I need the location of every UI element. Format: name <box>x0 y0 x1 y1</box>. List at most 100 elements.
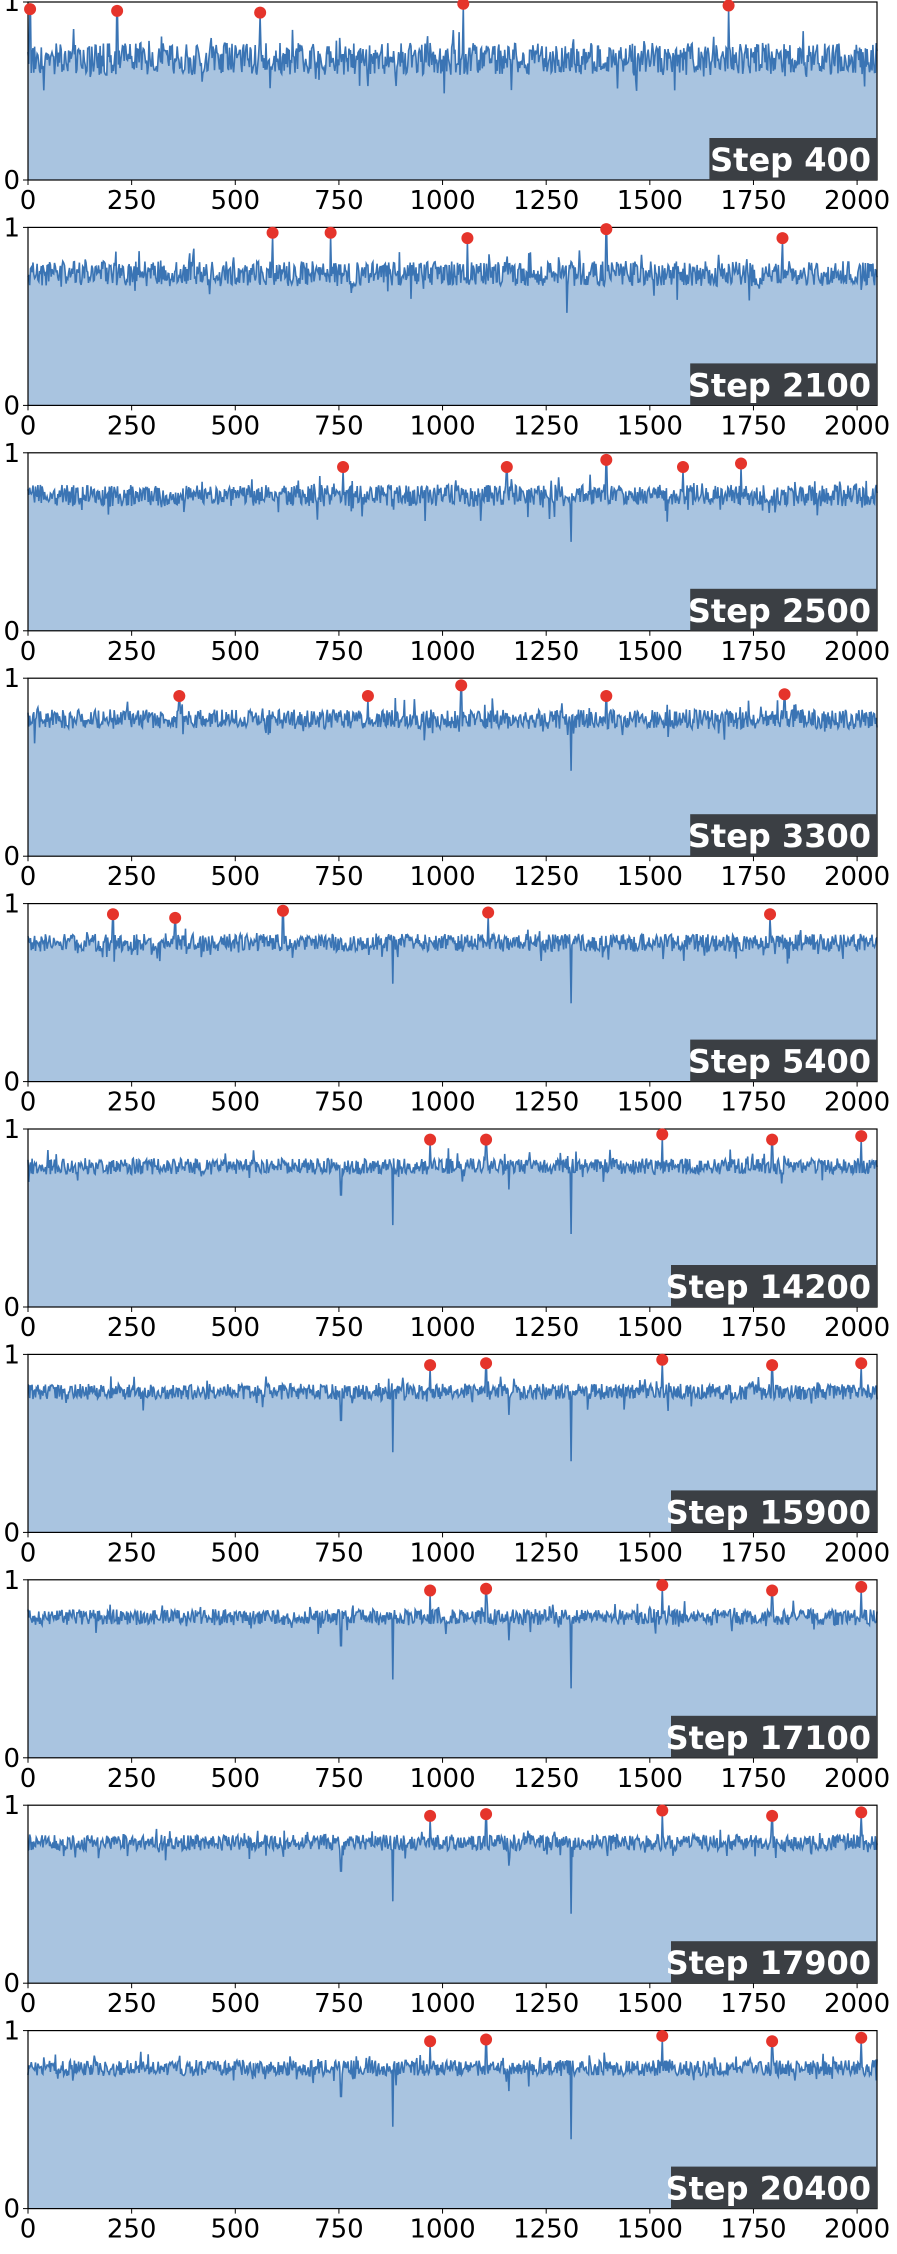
x-tick-label: 1500 <box>617 862 683 892</box>
peak-marker-2 <box>480 1582 493 1595</box>
peak-marker-1 <box>24 3 37 16</box>
x-tick-label: 1250 <box>513 637 579 667</box>
peak-marker-4 <box>482 906 495 919</box>
panel-4: 0 250 500 750 1000 1250 1500 1750 2000 0 1 Step 330… <box>3 664 890 892</box>
step-label-badge <box>671 1265 877 1307</box>
peak-marker-5 <box>764 908 777 921</box>
y-tick-label: 1 <box>3 1115 20 1145</box>
x-tick-label: 750 <box>314 1989 364 2019</box>
panel-7: 0 250 500 750 1000 1250 1500 1750 2000 0 1 Step 159… <box>3 1340 890 1568</box>
peak-marker-3 <box>455 679 468 692</box>
panel-10: 0 250 500 750 1000 1250 1500 1750 2000 0 1 Step 204… <box>3 2017 890 2245</box>
plot-frame <box>27 452 878 632</box>
step-label-badge <box>671 1490 877 1533</box>
y-tick-label: 1 <box>3 1566 20 1596</box>
panel-8: 0 250 500 750 1000 1250 1500 1750 2000 0 1 Step 171… <box>3 1566 890 1794</box>
y-tick-label: 0 <box>3 617 20 647</box>
peak-marker-1 <box>173 690 186 702</box>
peak-marker-4 <box>676 461 689 474</box>
plot-frame <box>27 677 878 857</box>
x-tick-label: 500 <box>210 1088 260 1118</box>
x-tick-label: 2000 <box>824 186 890 216</box>
panel-9: 0 250 500 750 1000 1250 1500 1750 2000 0 1 Step 179… <box>3 1791 890 2019</box>
peak-marker-1 <box>424 2035 437 2048</box>
peak-marker-3 <box>656 1579 669 1592</box>
peak-marker-3 <box>461 232 474 245</box>
x-tick-label: 1250 <box>513 1538 579 1568</box>
x-tick-label: 2000 <box>824 1764 890 1794</box>
x-tick-label: 750 <box>314 637 364 667</box>
peak-marker-2 <box>111 4 124 17</box>
x-tick-label: 250 <box>107 637 157 667</box>
x-tick-label: 750 <box>314 411 364 441</box>
step-label: Step 2100 <box>688 366 871 404</box>
peak-marker-4 <box>766 1133 779 1146</box>
peak-marker-2 <box>480 1808 493 1821</box>
peak-marker-5 <box>855 1806 868 1819</box>
plot-frame <box>27 1804 878 1984</box>
signal-line <box>27 462 878 542</box>
plot-frame <box>27 226 878 406</box>
peak-marker-5 <box>855 1357 868 1370</box>
signal-line <box>27 1137 878 1235</box>
x-tick-label: 1000 <box>409 186 475 216</box>
step-label-badge <box>690 363 877 406</box>
step-label: Step 20400 <box>666 2170 871 2208</box>
signal-line <box>27 1363 878 1462</box>
x-tick-label: 1750 <box>720 1313 786 1343</box>
x-tick-label: 1500 <box>617 186 683 216</box>
y-tick-label: 0 <box>3 166 20 196</box>
x-tick-label: 1500 <box>617 1989 683 2019</box>
y-tick-label: 1 <box>3 664 20 694</box>
peak-marker-5 <box>778 688 791 701</box>
signal-area <box>28 1814 877 1984</box>
peak-marker-1 <box>424 1584 437 1597</box>
peak-marker-5 <box>722 0 735 12</box>
x-tick-label: 2000 <box>824 2215 890 2245</box>
x-tick-label: 1250 <box>513 2215 579 2245</box>
x-tick-label: 1000 <box>409 1764 475 1794</box>
x-tick-label: 1750 <box>720 411 786 441</box>
peak-marker-3 <box>656 1804 669 1817</box>
peak-marker-2 <box>480 2033 493 2046</box>
x-tick-label: 2000 <box>824 1313 890 1343</box>
x-tick-label: 1250 <box>513 1313 579 1343</box>
step-label-badge <box>671 1715 877 1758</box>
x-tick-label: 1750 <box>720 186 786 216</box>
peak-marker-1 <box>266 226 279 239</box>
x-tick-label: 0 <box>20 1989 37 2019</box>
signal-area <box>28 1137 877 1307</box>
y-tick-label: 0 <box>3 1969 20 1999</box>
x-tick-label: 1250 <box>513 1088 579 1118</box>
step-label: Step 17900 <box>666 1944 871 1982</box>
step-label: Step 15900 <box>666 1493 871 1531</box>
panel-2: 0 250 500 750 1000 1250 1500 1750 2000 0 1 Step 210… <box>3 213 890 441</box>
x-tick-label: 250 <box>107 1088 157 1118</box>
step-label: Step 400 <box>710 141 871 179</box>
plot-frame <box>27 1 878 181</box>
x-tick-label: 1500 <box>617 1313 683 1343</box>
x-tick-label: 1000 <box>409 1989 475 2019</box>
peak-marker-5 <box>735 457 748 470</box>
peak-marker-4 <box>600 690 613 702</box>
x-tick-label: 750 <box>314 1313 364 1343</box>
step-label-badge <box>671 2166 877 2209</box>
x-tick-label: 500 <box>210 1989 260 2019</box>
signal-line <box>27 231 878 313</box>
x-tick-label: 1250 <box>513 186 579 216</box>
peak-marker-1 <box>424 1809 437 1822</box>
panel-1: 0 250 500 750 1000 1250 1500 1750 2000 0 1 Step 400 <box>3 0 890 216</box>
plot-frame <box>27 1579 878 1759</box>
y-tick-label: 1 <box>3 1340 20 1370</box>
x-tick-label: 1000 <box>409 1088 475 1118</box>
y-tick-label: 1 <box>3 2017 20 2047</box>
x-tick-label: 1750 <box>720 1764 786 1794</box>
peak-marker-4 <box>766 1584 779 1597</box>
step-label-badge <box>709 138 877 180</box>
x-tick-label: 750 <box>314 2215 364 2245</box>
x-tick-label: 500 <box>210 637 260 667</box>
x-tick-label: 1750 <box>720 637 786 667</box>
x-tick-label: 1750 <box>720 1538 786 1568</box>
x-tick-label: 2000 <box>824 411 890 441</box>
